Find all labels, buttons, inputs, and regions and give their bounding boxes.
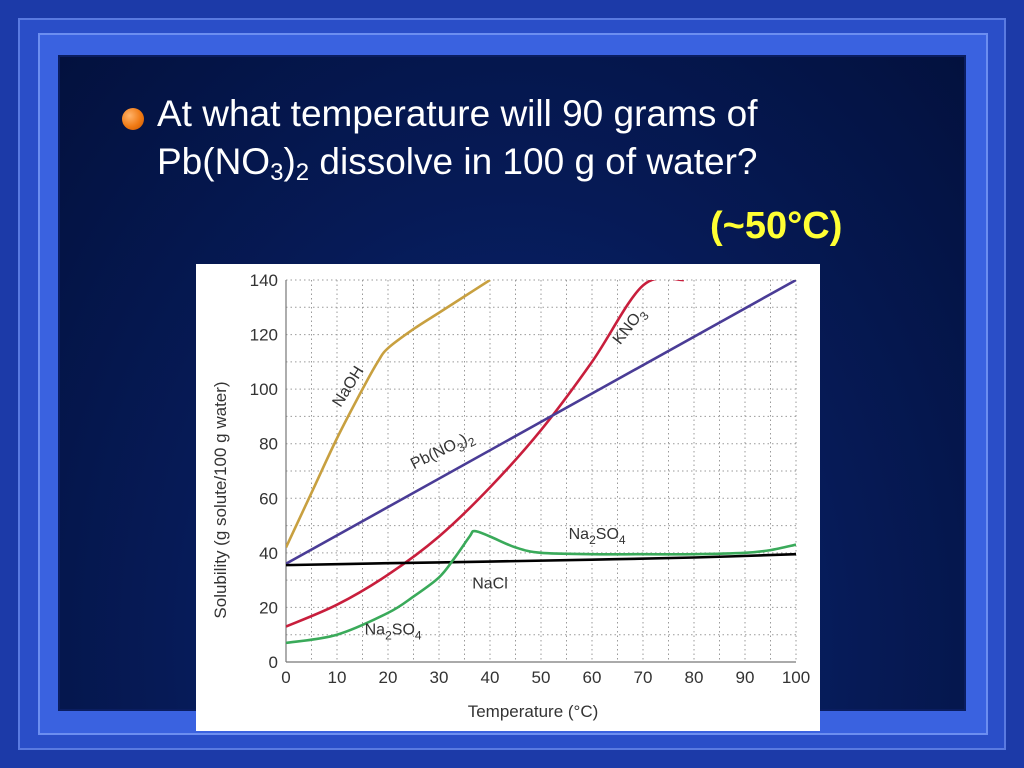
chart-series <box>286 280 796 645</box>
series-label-text: Na2SO4 <box>365 622 422 643</box>
label-subscript: 4 <box>415 629 422 643</box>
label-part: Pb(NO <box>408 436 459 473</box>
series-line-naoh <box>286 280 491 548</box>
series-label-text: KNO3 <box>610 305 652 351</box>
x-tick-label: 100 <box>782 668 810 687</box>
label-part: Na <box>569 526 590 543</box>
y-tick-label: 40 <box>259 544 278 563</box>
series-label-pbno3: Pb(NO3)2 <box>408 428 478 477</box>
x-tick-label: 90 <box>736 668 755 687</box>
y-tick-label: 20 <box>259 598 278 617</box>
y-tick-label: 120 <box>250 326 278 345</box>
series-label-kno3: KNO3 <box>610 305 652 351</box>
series-label-text: NaCl <box>472 575 508 592</box>
x-tick-label: 80 <box>685 668 704 687</box>
question-line-2: Pb(NO3)2 dissolve in 100 g of water? <box>157 138 937 186</box>
series-label-na2so4-lower: Na2SO4 <box>365 622 422 643</box>
x-tick-label: 30 <box>430 668 449 687</box>
question-text: At what temperature will 90 grams of Pb(… <box>157 90 937 186</box>
answer-text: (~50°C) <box>710 205 843 247</box>
formula-part: Pb(NO <box>157 141 271 182</box>
x-tick-label: 0 <box>281 668 290 687</box>
series-label-text: NaOH <box>329 363 367 410</box>
label-subscript: 2 <box>466 434 478 450</box>
y-tick-label: 80 <box>259 435 278 454</box>
x-tick-label: 20 <box>379 668 398 687</box>
chart-grid <box>285 279 797 663</box>
y-tick-label: 0 <box>269 653 278 672</box>
x-tick-label: 60 <box>583 668 602 687</box>
series-label-na2so4-upper: Na2SO4 <box>569 526 626 547</box>
label-part: SO <box>392 622 415 639</box>
question-rest: dissolve in 100 g of water? <box>309 141 758 182</box>
series-label-text: Pb(NO3)2 <box>408 428 478 477</box>
chart-svg: 0 10 20 30 40 50 60 70 80 90 100 0 20 40 60 80 100 120 140… <box>211 271 811 721</box>
series-line-na2so4 <box>286 529 796 645</box>
series-line-kno3 <box>286 280 684 628</box>
series-label-text: Na2SO4 <box>569 526 626 547</box>
question-line-1: At what temperature will 90 grams of <box>157 93 758 134</box>
x-axis-label: Temperature (°C) <box>468 702 599 721</box>
solubility-chart: 0 10 20 30 40 50 60 70 80 90 100 0 20 40 60 80 100 120 140… <box>196 264 820 731</box>
formula-subscript: 3 <box>270 159 284 186</box>
label-subscript: 2 <box>589 533 596 547</box>
x-tick-label: 70 <box>634 668 653 687</box>
label-part: SO <box>596 526 619 543</box>
formula-part: ) <box>283 141 296 182</box>
y-axis-label: Solubility (g solute/100 g water) <box>211 381 230 618</box>
label-part: Na <box>365 622 386 639</box>
chart-axes: 0 10 20 30 40 50 60 70 80 90 100 0 20 40 60 80 100 120 140 <box>250 271 811 687</box>
series-label-nacl: NaCl <box>472 575 508 592</box>
y-tick-label: 60 <box>259 489 278 508</box>
series-line-pb-no3-2 <box>286 280 796 565</box>
y-tick-label: 100 <box>250 380 278 399</box>
y-tick-label: 140 <box>250 271 278 290</box>
label-part: NaCl <box>472 575 508 592</box>
label-part: NaOH <box>329 363 367 410</box>
formula-subscript: 2 <box>295 159 310 186</box>
x-tick-label: 40 <box>481 668 500 687</box>
x-tick-label: 50 <box>532 668 551 687</box>
series-label-naoh: NaOH <box>329 363 367 410</box>
label-subscript: 2 <box>385 629 392 643</box>
label-subscript: 4 <box>619 533 626 547</box>
bullet-icon <box>122 108 144 130</box>
x-tick-label: 10 <box>328 668 347 687</box>
series-line-nacl <box>286 552 796 567</box>
